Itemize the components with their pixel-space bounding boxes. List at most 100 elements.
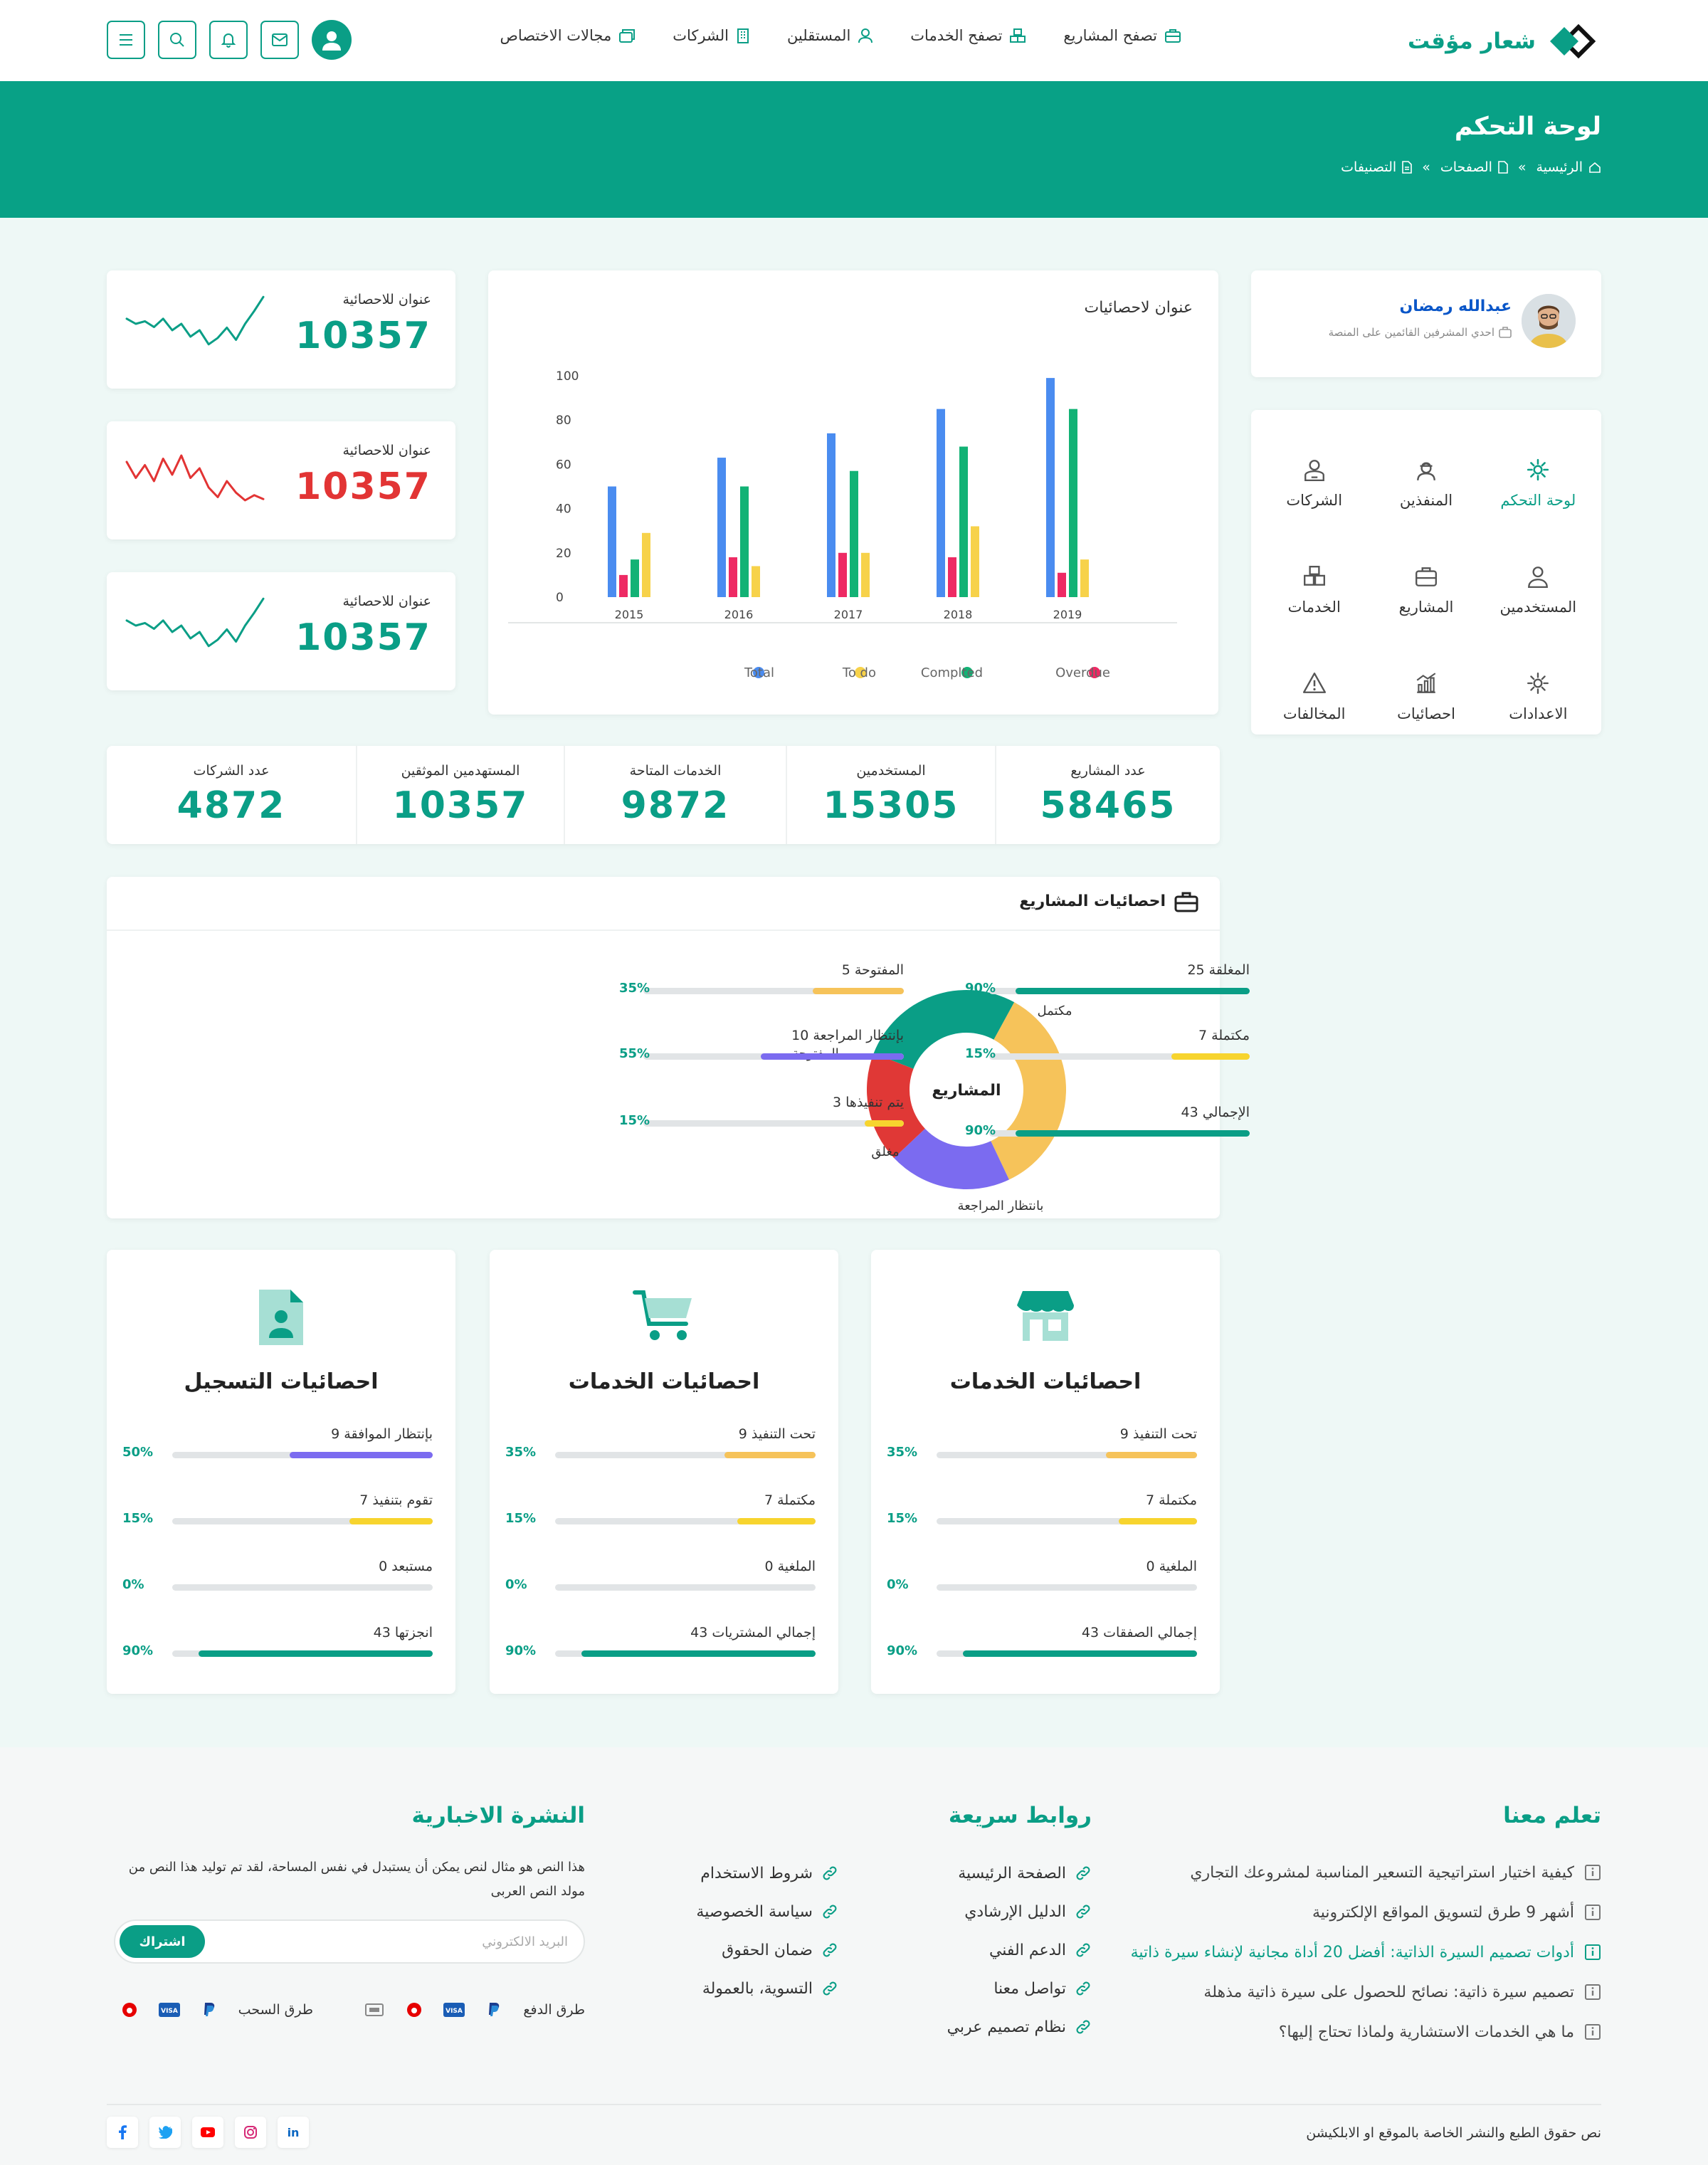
- learn-link[interactable]: كيفية اختيار استراتيجية التسعير المناسبة…: [1131, 1853, 1601, 1892]
- y-tick-label: 20: [556, 547, 571, 561]
- donut-slice-label: بانتظار المراجعة: [958, 1199, 1044, 1213]
- tile-warning[interactable]: المخالفات: [1258, 643, 1370, 750]
- progress-label: انجزتها 43: [373, 1625, 433, 1640]
- notifications-button[interactable]: [209, 21, 248, 59]
- progress-label: مستبعد 0: [379, 1559, 433, 1574]
- tile-settings[interactable]: الاعدادات: [1482, 643, 1594, 750]
- breadcrumb-home[interactable]: الرئيسية: [1536, 159, 1601, 175]
- user-photo[interactable]: [1522, 294, 1576, 348]
- sparkline-path: [125, 295, 265, 346]
- progress-percent: 90%: [505, 1643, 537, 1658]
- tile-worker[interactable]: المنفذين: [1370, 430, 1482, 537]
- bar-complted: [631, 559, 639, 597]
- linkedin-button[interactable]: in: [278, 2117, 309, 2148]
- progress-track: [989, 1130, 1250, 1137]
- nav-companies[interactable]: الشركات: [673, 27, 750, 44]
- y-tick-label: 40: [556, 502, 571, 517]
- progress-track: [989, 988, 1250, 994]
- donut-slice: [894, 1128, 1009, 1189]
- project-stats-card: احصائيات المشاريع المشاريعالمفتوحةبانتظا…: [107, 877, 1250, 1218]
- tile-stats[interactable]: احصائيات: [1370, 643, 1482, 750]
- briefcase-icon: [1416, 567, 1437, 586]
- instagram-button[interactable]: [235, 2117, 266, 2148]
- site-logo[interactable]: شعار مؤقت: [1408, 20, 1601, 63]
- donut-slice: [873, 990, 1015, 1069]
- nav-browse-services[interactable]: تصفح الخدمات: [910, 27, 1026, 44]
- statistics-chart-card: عنوان لاحصائيات 0 20 40 60 80 100 2015 2016 2017…: [488, 270, 1218, 715]
- progress-percent: 90%: [965, 981, 996, 996]
- learn-link-text: كيفية اختيار استراتيجية التسعير المناسبة…: [1190, 1863, 1574, 1882]
- footer-quick-title: روابط سريعة: [948, 1803, 1092, 1828]
- messages-button[interactable]: [260, 21, 299, 59]
- progress-label: إجمالي الصفقات 43: [1081, 1625, 1197, 1640]
- facebook-button[interactable]: [107, 2117, 138, 2148]
- email-input[interactable]: البريد الالكتروني: [482, 1934, 568, 1949]
- progress-percent: 50%: [122, 1445, 154, 1460]
- tile-label: الاعدادات: [1509, 705, 1568, 722]
- bar-chart: 0 20 40 60 80 100 2015 2016 2017 2018 2019 Total To …: [508, 369, 1177, 680]
- tile-boxes[interactable]: الخدمات: [1258, 537, 1370, 643]
- quick-link[interactable]: الصفحة الرئيسية: [947, 1854, 1092, 1892]
- quick-link[interactable]: تواصل معنا: [947, 1969, 1092, 2008]
- tile-user[interactable]: المستخدمين: [1482, 537, 1594, 643]
- site-footer: تعلم معنا كيفية اختيار استراتيجية التسعي…: [0, 1747, 1708, 2165]
- tile-briefcase[interactable]: المشاريع: [1370, 537, 1482, 643]
- page-title: لوحة التحكم: [1454, 112, 1601, 141]
- learn-link[interactable]: تصميم سيرة ذاتية: نصائح للحصول على سيرة …: [1131, 1972, 1601, 2012]
- subscribe-button[interactable]: اشتراك: [120, 1925, 205, 1958]
- tile-label: المستخدمين: [1499, 599, 1577, 616]
- link-icon: [823, 1866, 837, 1880]
- quick-link[interactable]: شروط الاستخدام: [696, 1854, 838, 1892]
- link-icon: [1076, 1981, 1090, 1996]
- quick-link[interactable]: الدليل الإرشادي: [947, 1892, 1092, 1931]
- user-card: عبدالله رمضان احدي المشرفين القائمين على…: [1251, 270, 1601, 377]
- tile-company[interactable]: الشركات: [1258, 430, 1370, 537]
- progress-track: [172, 1518, 433, 1524]
- twitter-button[interactable]: [149, 2117, 181, 2148]
- menu-button[interactable]: [107, 21, 145, 59]
- nav-browse-projects[interactable]: تصفح المشاريع: [1063, 27, 1181, 44]
- learn-link[interactable]: أشهر 9 طرق لتسويق المواقع الإلكترونية: [1131, 1892, 1601, 1932]
- youtube-icon: [201, 2127, 215, 2137]
- instagram-icon: [244, 2126, 257, 2139]
- quick-link[interactable]: سياسة الخصوصية: [696, 1892, 838, 1931]
- settings-icon: [1527, 673, 1549, 694]
- quick-link[interactable]: ضمان الحقوق: [696, 1931, 838, 1969]
- learn-link[interactable]: أدوات تصميم السيرة الذاتية: أفضل 20 أداة…: [1131, 1932, 1601, 1972]
- counter-verified-users: المستهدمين الموثقين 10357: [356, 746, 564, 844]
- profile-avatar[interactable]: [312, 20, 352, 60]
- legend-item: Total: [744, 665, 774, 680]
- tile-label: لوحة التحكم: [1500, 492, 1576, 509]
- building-icon: [737, 28, 749, 43]
- spark-label: عنوان للاحصائية: [342, 443, 431, 458]
- logo-text: شعار مؤقت: [1407, 28, 1536, 54]
- progress-track: [172, 1452, 433, 1458]
- stat-card-purchases: احصائيات الخدمات تحت التنفيذ 9 35% مكتملة …: [490, 1250, 838, 1694]
- tile-label: الخدمات: [1287, 599, 1341, 616]
- breadcrumb-pages[interactable]: الصفحات: [1440, 159, 1508, 175]
- quick-link[interactable]: الدعم الفني: [947, 1931, 1092, 1969]
- footer-divider: [107, 2104, 1601, 2105]
- learn-link[interactable]: ما هي الخدمات الاستشارية ولماذا تحتاج إل…: [1131, 2012, 1601, 2052]
- twitter-icon: [159, 2126, 172, 2139]
- progress-percent: 15%: [122, 1511, 154, 1526]
- legend-item: Overdue: [1055, 665, 1110, 680]
- y-tick-label: 100: [556, 369, 579, 384]
- progress-track: [555, 1452, 816, 1458]
- progress-fill: [865, 1120, 904, 1127]
- tile-gear[interactable]: لوحة التحكم: [1482, 430, 1594, 537]
- hamburger-icon: [120, 34, 132, 46]
- nav-specializations[interactable]: مجالات الاختصاص: [500, 27, 636, 44]
- user-name[interactable]: عبدالله رمضان: [1399, 297, 1512, 315]
- progress-fill: [760, 1053, 904, 1060]
- breadcrumb-categories[interactable]: التصنيفات: [1341, 159, 1412, 175]
- search-button[interactable]: [158, 21, 196, 59]
- quick-link[interactable]: نظام تصميم عربي: [947, 2008, 1092, 2046]
- footer-quick-links-col2: شروط الاستخدام سياسة الخصوصية ضمان الحقوق ا…: [696, 1854, 838, 2008]
- quick-link[interactable]: التسوية، بالعمولة: [696, 1969, 838, 2008]
- youtube-button[interactable]: [192, 2117, 223, 2148]
- nav-freelancers[interactable]: المستقلين: [787, 27, 873, 44]
- newsletter-description: هذا النص هو مثال لنص يمكن أن يستبدل في ن…: [128, 1860, 585, 1899]
- briefcase-icon: [1165, 29, 1181, 43]
- page-icon: [1498, 161, 1508, 174]
